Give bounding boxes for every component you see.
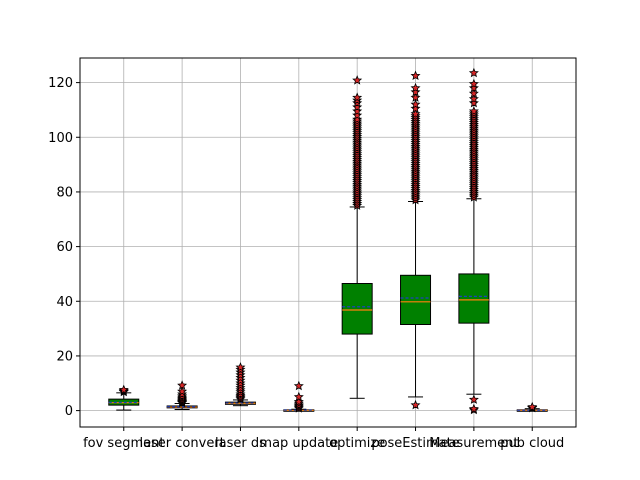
outlier-marker bbox=[468, 67, 479, 78]
x-tick-label: laser ds bbox=[215, 436, 266, 451]
outlier-marker bbox=[527, 401, 538, 412]
y-tick-label: 60 bbox=[56, 240, 73, 255]
y-axis: 0 20 40 60 80 100 120 bbox=[48, 76, 80, 419]
outlier-marker bbox=[352, 114, 363, 124]
outlier-marker bbox=[410, 103, 421, 113]
outlier-marker bbox=[352, 110, 363, 120]
outlier-marker bbox=[177, 380, 188, 390]
grid-lines bbox=[80, 58, 576, 427]
x-tick-label: optimize bbox=[329, 436, 385, 451]
outlier-marker bbox=[118, 384, 129, 395]
outlier-marker bbox=[410, 70, 421, 80]
x-tick-label: laser convert bbox=[139, 436, 224, 451]
outlier-marker bbox=[468, 97, 479, 108]
box-body bbox=[341, 283, 373, 335]
outlier-marker bbox=[293, 380, 304, 391]
outlier-marker bbox=[410, 92, 421, 102]
outlier-marker bbox=[468, 78, 479, 89]
outlier-marker bbox=[468, 394, 479, 404]
outlier-marker bbox=[410, 86, 421, 97]
outlier-marker bbox=[177, 386, 188, 396]
outlier-marker bbox=[468, 93, 479, 104]
outlier-marker bbox=[410, 399, 421, 410]
y-tick-label: 100 bbox=[48, 131, 73, 146]
y-tick-label: 120 bbox=[48, 76, 73, 91]
outlier-marker bbox=[352, 106, 363, 116]
box-body bbox=[400, 274, 432, 325]
x-tick-label: Measurement bbox=[429, 436, 518, 451]
box-plot-series bbox=[108, 67, 548, 415]
outlier-marker bbox=[468, 88, 479, 98]
y-tick-label: 40 bbox=[56, 295, 73, 310]
plot-frame bbox=[79, 57, 577, 428]
y-tick-label: 20 bbox=[56, 349, 73, 364]
x-tick-label: map update bbox=[259, 436, 338, 451]
outlier-marker bbox=[410, 99, 421, 109]
x-tick-label: pub cloud bbox=[500, 436, 564, 451]
outlier-marker bbox=[352, 75, 363, 85]
outlier-marker bbox=[352, 101, 363, 112]
outlier-marker bbox=[293, 391, 304, 402]
y-tick-label: 0 bbox=[65, 404, 73, 419]
outlier-marker bbox=[468, 82, 479, 93]
outlier-marker bbox=[468, 106, 479, 116]
outlier-marker bbox=[468, 403, 479, 414]
box-body bbox=[458, 273, 490, 324]
outlier-marker bbox=[410, 82, 421, 93]
x-tick-label: fov segment bbox=[83, 436, 164, 451]
outlier-marker bbox=[235, 362, 246, 372]
outlier-marker bbox=[352, 92, 363, 102]
x-tick-label: poseEstimate bbox=[371, 436, 459, 451]
outlier-marker bbox=[293, 396, 304, 407]
y-tick-label: 80 bbox=[56, 185, 73, 200]
